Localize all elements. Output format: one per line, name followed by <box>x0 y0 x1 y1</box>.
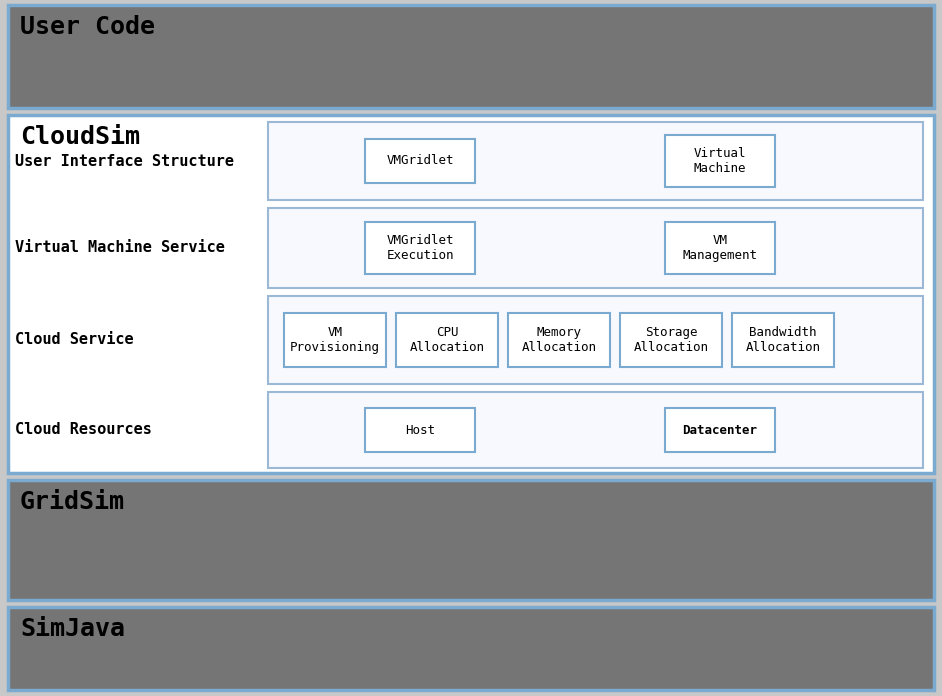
Text: Cloud Resources: Cloud Resources <box>15 422 152 438</box>
Bar <box>508 313 610 367</box>
Bar <box>732 313 834 367</box>
Text: VM
Management: VM Management <box>683 234 757 262</box>
Text: Cloud Service: Cloud Service <box>15 333 134 347</box>
Text: VM
Provisioning: VM Provisioning <box>290 326 380 354</box>
Bar <box>268 208 923 288</box>
Text: VMGridlet
Execution: VMGridlet Execution <box>386 234 454 262</box>
Text: Virtual
Machine: Virtual Machine <box>693 147 746 175</box>
Bar <box>365 139 475 183</box>
Text: Virtual Machine Service: Virtual Machine Service <box>15 241 225 255</box>
Bar <box>8 115 934 473</box>
Text: User Code: User Code <box>20 15 155 39</box>
Text: CPU
Allocation: CPU Allocation <box>410 326 484 354</box>
Bar <box>665 222 775 274</box>
Text: CloudSim: CloudSim <box>20 125 140 149</box>
Bar <box>8 607 934 690</box>
Bar <box>8 480 934 600</box>
Bar <box>268 392 923 468</box>
Text: Memory
Allocation: Memory Allocation <box>522 326 596 354</box>
Text: GridSim: GridSim <box>20 490 125 514</box>
Bar <box>396 313 498 367</box>
Bar <box>365 222 475 274</box>
Text: User Interface Structure: User Interface Structure <box>15 154 234 168</box>
Bar <box>365 408 475 452</box>
Bar <box>665 408 775 452</box>
Bar <box>665 135 775 187</box>
Text: VMGridlet: VMGridlet <box>386 155 454 168</box>
Bar <box>284 313 386 367</box>
Text: SimJava: SimJava <box>20 617 125 641</box>
Bar <box>8 5 934 108</box>
Text: Storage
Allocation: Storage Allocation <box>634 326 708 354</box>
Bar <box>268 296 923 384</box>
Bar <box>268 122 923 200</box>
Text: Host: Host <box>405 423 435 436</box>
Text: Datacenter: Datacenter <box>683 423 757 436</box>
Bar <box>620 313 722 367</box>
Text: Bandwidth
Allocation: Bandwidth Allocation <box>745 326 820 354</box>
